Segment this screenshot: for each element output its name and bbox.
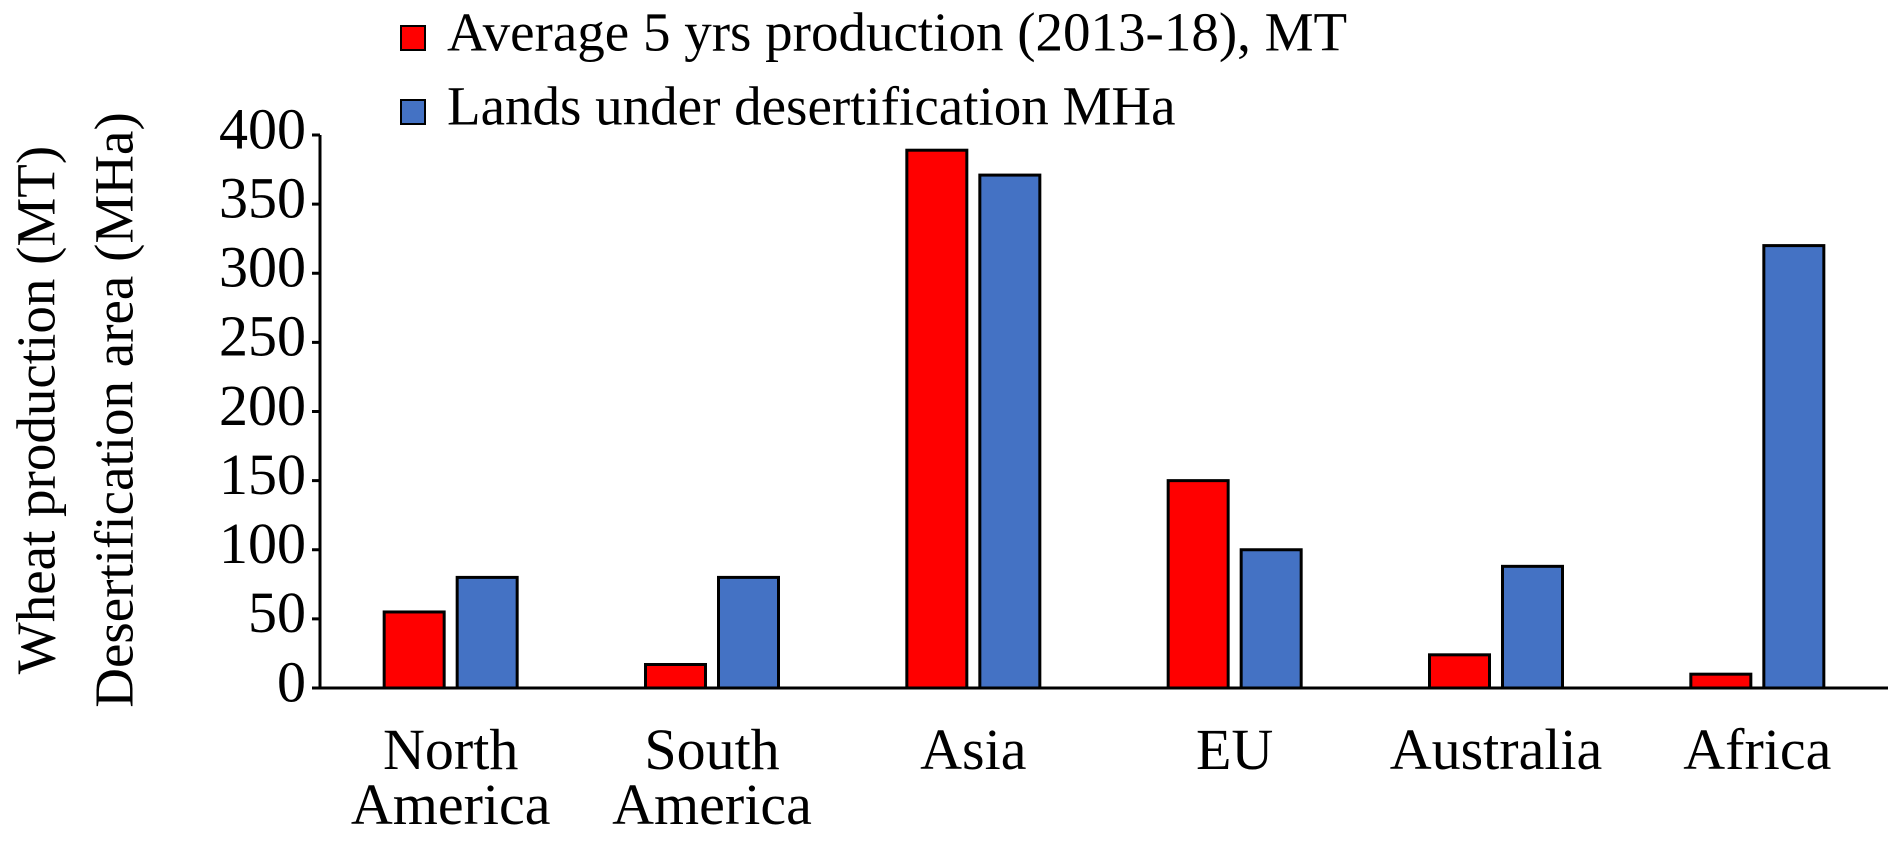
y-tick-label: 200 [219, 373, 306, 438]
x-tick-label-line: North [383, 717, 518, 782]
legend-swatch [400, 25, 426, 51]
bar [455, 575, 519, 690]
x-tick-label-line: Africa [1683, 717, 1831, 782]
bar [1428, 653, 1491, 690]
y-tick-label: 50 [248, 580, 306, 645]
x-tick-label: Africa [1683, 717, 1831, 782]
bar [1689, 672, 1753, 690]
y-tick-label: 250 [219, 304, 306, 369]
x-tick-label-line: EU [1196, 717, 1273, 782]
bar [1239, 548, 1303, 690]
x-tick-label: Australia [1390, 717, 1603, 782]
bar [905, 148, 969, 690]
bar [644, 662, 707, 690]
y-tick-label: 350 [219, 165, 306, 230]
x-tick-label-line: America [612, 772, 812, 837]
y-axis-title-line: Desertification area (MHa) [84, 112, 145, 708]
y-tick-label: 0 [277, 649, 306, 714]
x-tick-label-line: Australia [1390, 717, 1603, 782]
legend-label: Lands under desertification MHa [447, 76, 1176, 137]
x-tick-label-line: South [644, 717, 779, 782]
bar [717, 575, 780, 690]
y-tick-label: 100 [219, 511, 306, 576]
x-tick-label: EU [1196, 717, 1273, 782]
bar [382, 610, 446, 690]
y-tick-label: 300 [219, 235, 306, 300]
y-axis-title: Wheat production (MT) Desertification ar… [6, 112, 145, 708]
legend-swatch [400, 99, 426, 125]
x-tick-label-line: Asia [920, 717, 1026, 782]
y-axis-title-line: Wheat production (MT) [6, 146, 67, 674]
x-tick-label: North America [351, 717, 551, 837]
bar [1166, 479, 1230, 690]
x-tick-label-line: America [351, 772, 551, 837]
x-tick-label: South America [612, 717, 812, 837]
bar [978, 173, 1042, 690]
y-tick-label: 400 [219, 96, 306, 161]
y-tick-label: 150 [219, 442, 306, 507]
bar [1501, 564, 1564, 690]
bar [1762, 244, 1826, 690]
legend-label: Average 5 yrs production (2013-18), MT [447, 2, 1347, 63]
x-tick-label: Asia [920, 717, 1026, 782]
